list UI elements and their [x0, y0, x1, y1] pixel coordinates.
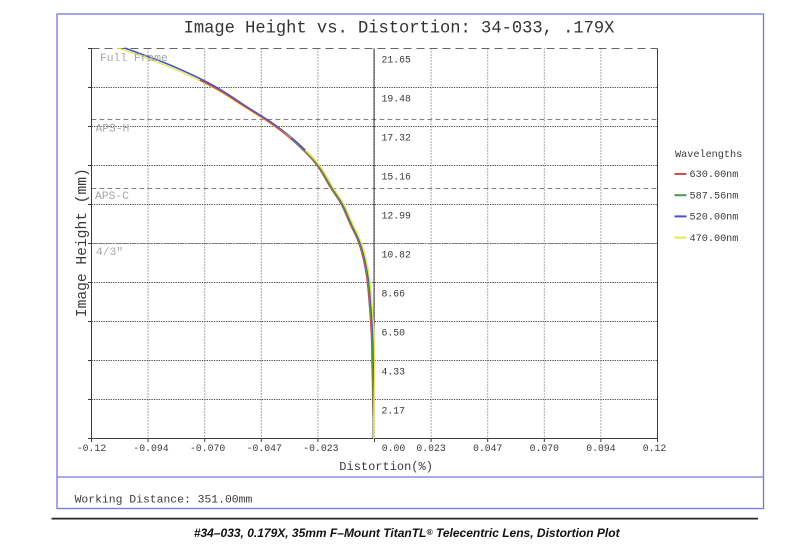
- svg-text:Image Height vs. Distortion: 3: Image Height vs. Distortion: 34-033, .17…: [184, 20, 615, 39]
- svg-text:Wavelengths: Wavelengths: [675, 149, 742, 161]
- svg-text:520.00nm: 520.00nm: [690, 213, 739, 224]
- svg-text:0.00: 0.00: [382, 443, 406, 454]
- svg-text:Full Frame: Full Frame: [100, 53, 168, 65]
- svg-text:-0.023: -0.023: [303, 443, 338, 454]
- svg-text:-0.12: -0.12: [77, 443, 107, 454]
- svg-text:-0.094: -0.094: [133, 443, 168, 454]
- svg-text:587.56nm: 587.56nm: [690, 192, 739, 203]
- svg-text:Distortion(%): Distortion(%): [339, 460, 433, 474]
- svg-text:6.50: 6.50: [382, 328, 406, 339]
- svg-text:15.16: 15.16: [382, 172, 412, 183]
- svg-text:12.99: 12.99: [382, 211, 412, 222]
- svg-text:630.00nm: 630.00nm: [690, 170, 739, 181]
- svg-text:10.82: 10.82: [382, 250, 412, 261]
- svg-text:0.023: 0.023: [416, 443, 446, 454]
- svg-text:21.65: 21.65: [382, 55, 412, 66]
- svg-text:APS-H: APS-H: [96, 124, 130, 136]
- svg-text:8.66: 8.66: [382, 289, 406, 300]
- svg-text:Working Distance: 351.00mm: Working Distance: 351.00mm: [75, 494, 253, 506]
- svg-text:17.32: 17.32: [382, 133, 412, 144]
- svg-text:0.070: 0.070: [530, 443, 560, 454]
- svg-text:0.12: 0.12: [643, 443, 667, 454]
- svg-text:4/3": 4/3": [96, 247, 123, 259]
- svg-text:2.17: 2.17: [382, 406, 406, 417]
- svg-text:470.00nm: 470.00nm: [690, 234, 739, 245]
- svg-text:4.33: 4.33: [382, 367, 406, 378]
- svg-text:-0.070: -0.070: [190, 443, 225, 454]
- svg-text:-0.047: -0.047: [247, 443, 282, 454]
- svg-text:19.48: 19.48: [382, 94, 412, 105]
- svg-text:0.094: 0.094: [586, 443, 616, 454]
- svg-text:0.047: 0.047: [473, 443, 503, 454]
- svg-text:#34–033, 0.179X, 35mm F–Mount: #34–033, 0.179X, 35mm F–Mount TitanTL® T…: [194, 526, 621, 540]
- svg-text:APS-C: APS-C: [95, 191, 129, 203]
- svg-text:Image Height (mm): Image Height (mm): [75, 168, 91, 317]
